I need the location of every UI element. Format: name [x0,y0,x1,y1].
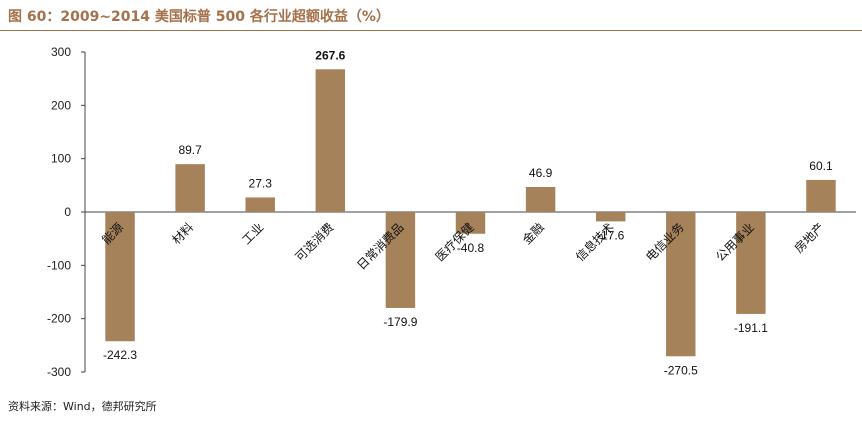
bar [455,212,486,234]
value-label: 267.6 [315,48,345,62]
y-tick-label: -100 [47,258,71,272]
y-tick-label: 0 [64,205,71,219]
value-label: 89.7 [178,143,202,157]
bar [245,197,275,212]
value-label: -40.8 [457,241,485,255]
source-note: 资料来源：Wind，德邦研究所 [8,400,157,413]
bars [105,69,836,357]
y-tick-label: 300 [51,45,71,59]
bar [806,179,836,212]
value-label: -17.6 [597,228,625,242]
y-tick-label: -200 [47,312,71,326]
x-tick-label: 材料 [169,220,196,247]
y-tick-label: 200 [51,98,71,112]
y-tick-label: -300 [47,365,71,379]
x-tick-label: 可选消费 [293,220,337,264]
y-ticks: 300 200 100 0 -100 -200 -300 [47,45,85,379]
value-label: 60.1 [809,159,833,173]
value-label: 27.3 [249,176,273,190]
bar [525,186,556,212]
bar [385,212,416,308]
value-label: -191.1 [734,321,768,335]
chart-area: 300 200 100 0 -100 -200 -300 -242.3 89.7 27.3 267… [0,34,862,390]
value-labels: -242.3 89.7 27.3 267.6 -179.9 -40.8 46.9 -17.6 -… [103,48,833,377]
bar-chart: 300 200 100 0 -100 -200 -300 -242.3 89.7 27.3 267… [47,45,856,379]
bar [736,212,766,314]
value-label: -179.9 [383,315,417,329]
value-label: 46.9 [529,166,553,180]
x-tick-label: 工业 [239,220,266,247]
value-label: -242.3 [103,348,137,362]
x-tick-label: 房地产 [791,220,827,256]
value-label: -270.5 [664,363,698,377]
chart-title: 图 60：2009~2014 美国标普 500 各行业超额收益（%） [8,9,390,25]
bar [315,69,346,212]
y-tick-label: 100 [51,152,71,166]
bar [595,212,626,222]
title-divider [0,30,862,31]
x-tick-label: 金融 [519,220,547,248]
bar [175,164,205,212]
bar [105,212,135,342]
bar [666,212,696,357]
